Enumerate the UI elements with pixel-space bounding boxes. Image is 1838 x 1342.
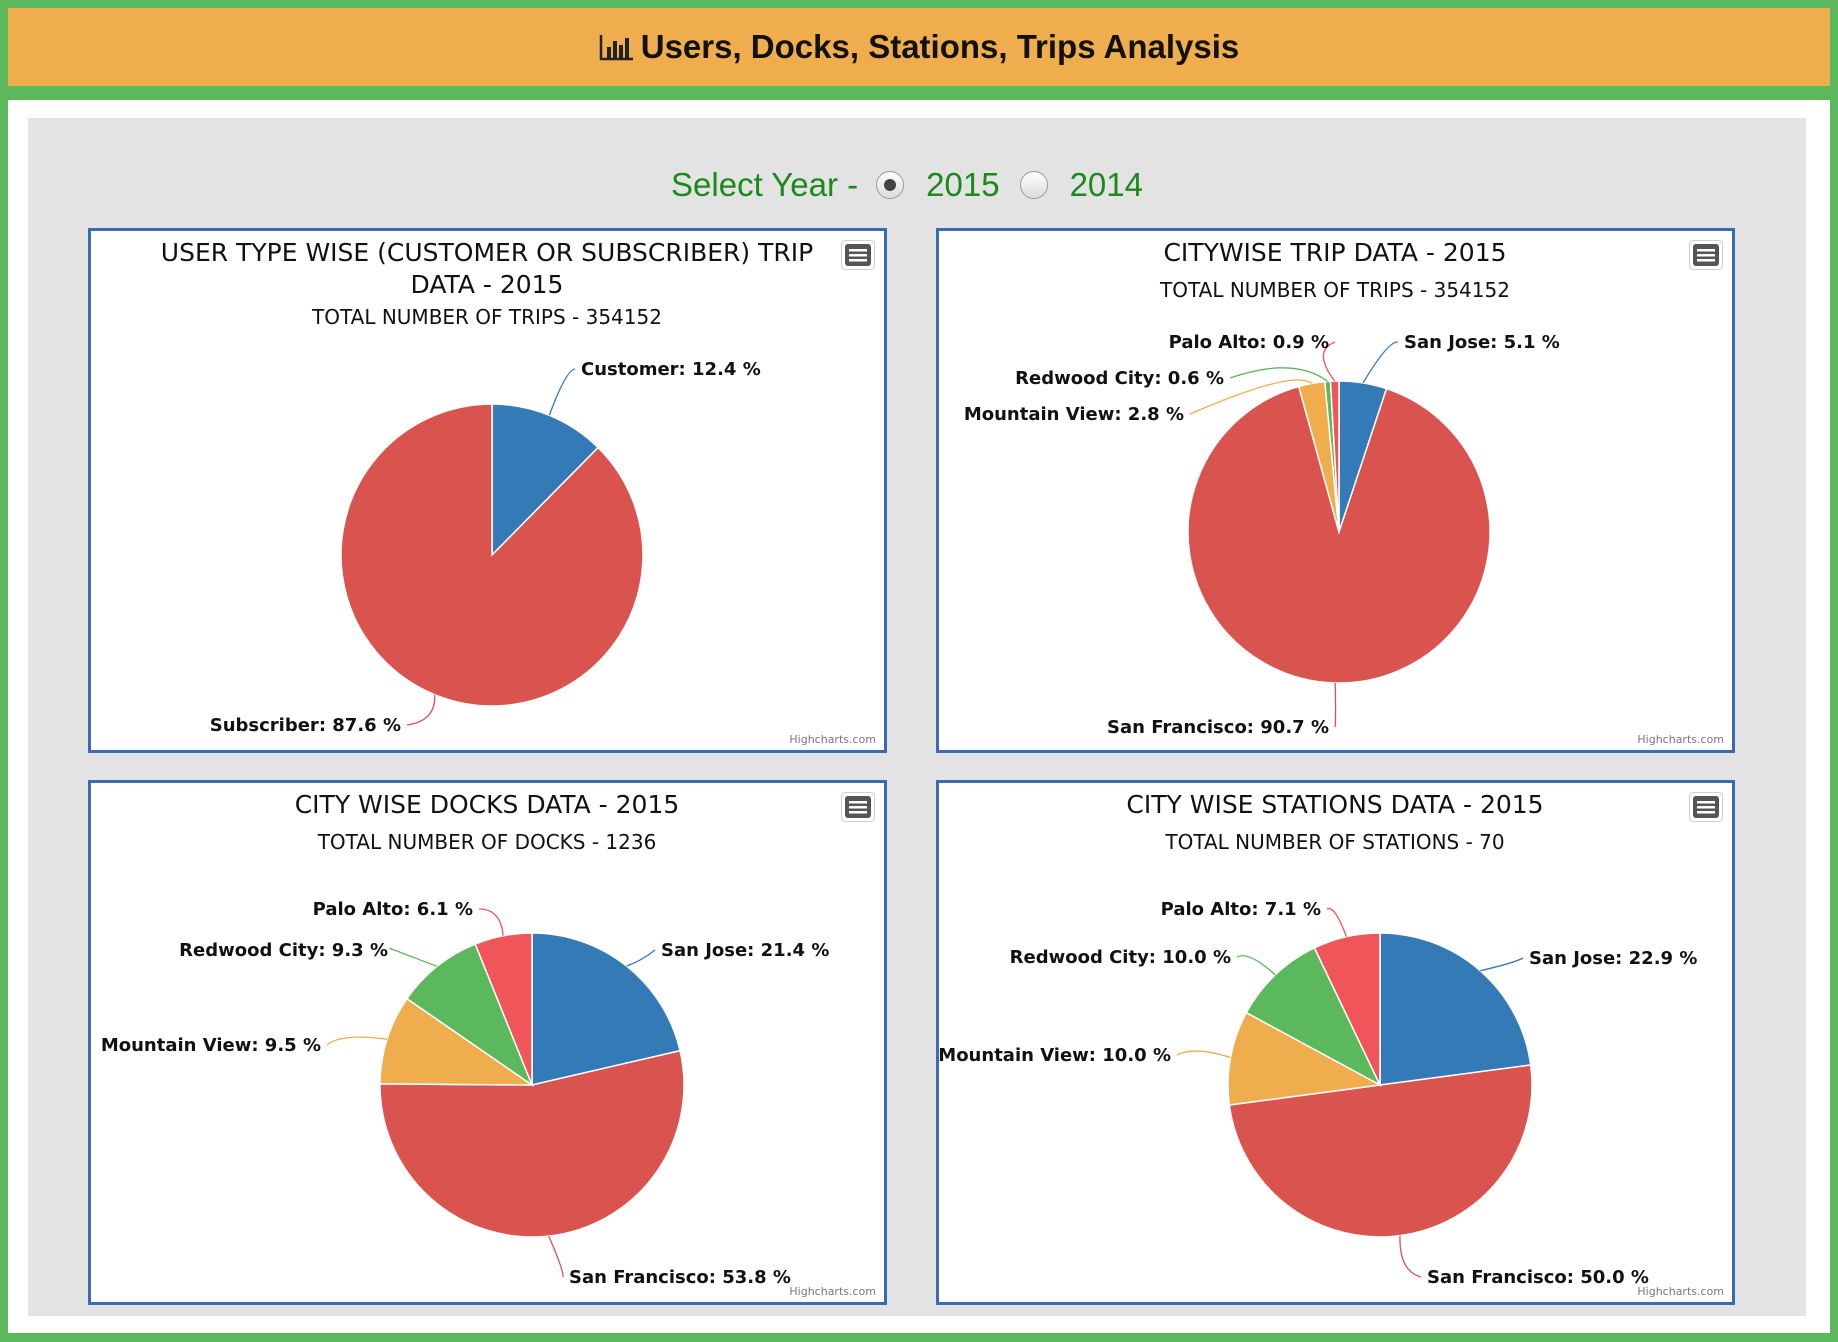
pie-chart-svg: CITY WISE DOCKS DATA - 2015 TOTAL NUMBER … bbox=[101, 790, 830, 1288]
connector-line bbox=[1362, 341, 1399, 384]
year-2014-label[interactable]: 2014 bbox=[1069, 166, 1143, 203]
connector-line bbox=[1399, 1235, 1422, 1278]
data-label-san-francisco: San Francisco: 90.7 % bbox=[1107, 717, 1329, 738]
pie-slice-san-francisco[interactable] bbox=[379, 1049, 685, 1238]
hamburger-menu-icon bbox=[845, 796, 871, 818]
connector-line bbox=[1326, 907, 1348, 938]
citywise-trip-chart: CITYWISE TRIP DATA - 2015 TOTAL NUMBER OF… bbox=[936, 228, 1735, 753]
page-title: Users, Docks, Stations, Trips Analysis bbox=[640, 28, 1240, 65]
hamburger-menu-icon bbox=[1693, 796, 1719, 818]
chart-title: CITYWISE TRIP DATA - 2015 bbox=[1163, 238, 1506, 267]
chart-menu-button[interactable] bbox=[841, 792, 875, 822]
chart-credits[interactable]: Highcharts.com bbox=[1637, 733, 1724, 746]
data-label-redwood-city: Redwood City: 0.6 % bbox=[1015, 368, 1224, 389]
bar-chart-icon bbox=[599, 35, 633, 61]
chart-menu-button[interactable] bbox=[841, 240, 875, 270]
chart-title: CITY WISE STATIONS DATA - 2015 bbox=[1126, 790, 1543, 819]
year-selector: Select Year - 2015 2014 bbox=[28, 160, 1806, 210]
pie-slice-san-francisco[interactable] bbox=[1187, 385, 1491, 684]
connector-line bbox=[1480, 957, 1524, 972]
pie-slice-palo-alto[interactable] bbox=[1313, 932, 1381, 1086]
city-stations-chart: CITY WISE STATIONS DATA - 2015 TOTAL NUMB… bbox=[936, 780, 1735, 1305]
data-label-customer: Customer: 12.4 % bbox=[581, 359, 761, 380]
pie-chart-svg: CITY WISE STATIONS DATA - 2015 TOTAL NUMB… bbox=[939, 790, 1697, 1288]
hamburger-menu-icon bbox=[845, 244, 871, 266]
year-2014-radio[interactable] bbox=[1019, 171, 1048, 199]
connector-line bbox=[1236, 955, 1276, 976]
chart-subtitle: TOTAL NUMBER OF STATIONS - 70 bbox=[1164, 830, 1504, 854]
chart-title: USER TYPE WISE (CUSTOMER OR SUBSCRIBER) … bbox=[161, 238, 813, 267]
city-docks-chart: CITY WISE DOCKS DATA - 2015 TOTAL NUMBER … bbox=[88, 780, 887, 1305]
data-label-mountain-view: Mountain View: 9.5 % bbox=[101, 1035, 321, 1056]
connector-line bbox=[326, 1036, 388, 1046]
connector-line bbox=[548, 1235, 564, 1278]
user-type-chart: USER TYPE WISE (CUSTOMER OR SUBSCRIBER) … bbox=[88, 228, 887, 753]
charts-panel: Select Year - 2015 2014 USER TYPE WISE (… bbox=[28, 118, 1806, 1316]
connector-line bbox=[1189, 379, 1313, 415]
pie-slice-san-jose[interactable] bbox=[1379, 932, 1532, 1086]
data-label-palo-alto: Palo Alto: 6.1 % bbox=[313, 899, 473, 920]
data-label-subscriber: Subscriber: 87.6 % bbox=[210, 715, 401, 736]
page-header: Users, Docks, Stations, Trips Analysis bbox=[8, 8, 1830, 86]
hamburger-menu-icon bbox=[1693, 244, 1719, 266]
chart-subtitle: TOTAL NUMBER OF TRIPS - 354152 bbox=[311, 305, 662, 329]
chart-subtitle: TOTAL NUMBER OF DOCKS - 1236 bbox=[317, 830, 657, 854]
chart-menu-button[interactable] bbox=[1689, 792, 1723, 822]
connector-line bbox=[1334, 682, 1337, 728]
data-label-palo-alto: Palo Alto: 7.1 % bbox=[1161, 899, 1321, 920]
pie-slice-san-francisco[interactable] bbox=[1228, 1064, 1533, 1238]
chart-credits[interactable]: Highcharts.com bbox=[789, 733, 876, 746]
data-label-san-jose: San Jose: 21.4 % bbox=[661, 940, 829, 961]
pie-chart-svg: USER TYPE WISE (CUSTOMER OR SUBSCRIBER) … bbox=[161, 238, 813, 736]
year-select-label: Select Year - bbox=[671, 166, 859, 203]
connector-line bbox=[389, 947, 438, 967]
data-label-mountain-view: Mountain View: 2.8 % bbox=[964, 404, 1184, 425]
connector-line bbox=[1322, 341, 1336, 382]
chart-subtitle: TOTAL NUMBER OF TRIPS - 354152 bbox=[1159, 278, 1510, 302]
year-2015-label[interactable]: 2015 bbox=[926, 166, 1000, 203]
chart-title: DATA - 2015 bbox=[411, 270, 564, 299]
year-2015-radio[interactable] bbox=[876, 171, 905, 199]
pie-chart-svg: CITYWISE TRIP DATA - 2015 TOTAL NUMBER OF… bbox=[964, 238, 1560, 738]
data-label-mountain-view: Mountain View: 10.0 % bbox=[939, 1045, 1171, 1066]
data-label-san-jose: San Jose: 5.1 % bbox=[1404, 332, 1560, 353]
data-label-san-francisco: San Francisco: 50.0 % bbox=[1427, 1267, 1649, 1288]
data-label-redwood-city: Redwood City: 9.3 % bbox=[179, 940, 388, 961]
data-label-san-jose: San Jose: 22.9 % bbox=[1529, 948, 1697, 969]
chart-menu-button[interactable] bbox=[1689, 240, 1723, 270]
connector-line bbox=[1176, 1050, 1231, 1059]
data-label-palo-alto: Palo Alto: 0.9 % bbox=[1169, 332, 1329, 353]
data-label-redwood-city: Redwood City: 10.0 % bbox=[1010, 947, 1231, 968]
connector-line bbox=[1229, 367, 1328, 382]
chart-credits[interactable]: Highcharts.com bbox=[789, 1285, 876, 1298]
connector-line bbox=[548, 368, 576, 416]
chart-title: CITY WISE DOCKS DATA - 2015 bbox=[295, 790, 680, 819]
data-label-san-francisco: San Francisco: 53.8 % bbox=[569, 1267, 791, 1288]
pie-slice-redwood-city[interactable] bbox=[405, 943, 534, 1088]
pie-slice-san-jose[interactable] bbox=[531, 932, 681, 1086]
pie-slice-mountain-view[interactable] bbox=[379, 997, 535, 1086]
chart-credits[interactable]: Highcharts.com bbox=[1637, 1285, 1724, 1298]
connector-line bbox=[626, 949, 656, 967]
connector-line bbox=[478, 908, 504, 936]
pie-slice-subscriber[interactable] bbox=[340, 403, 644, 707]
main-content: Select Year - 2015 2014 USER TYPE WISE (… bbox=[8, 100, 1830, 1333]
connector-line bbox=[406, 694, 436, 726]
